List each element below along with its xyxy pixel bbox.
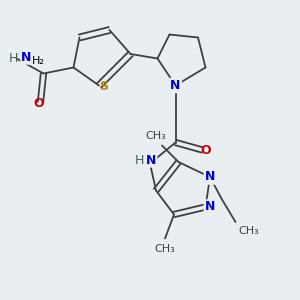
Text: CH₃: CH₃	[146, 131, 167, 141]
Text: H₂: H₂	[32, 56, 44, 67]
Text: H: H	[135, 154, 144, 167]
Text: H: H	[9, 52, 18, 65]
Text: N: N	[170, 79, 181, 92]
Text: N: N	[146, 154, 157, 167]
Text: CH₃: CH₃	[154, 244, 176, 254]
Text: N: N	[21, 51, 31, 64]
Text: CH₃: CH₃	[238, 226, 259, 236]
Text: N: N	[205, 200, 215, 214]
Text: N: N	[205, 170, 215, 184]
Text: S: S	[99, 80, 108, 94]
Text: O: O	[34, 97, 44, 110]
Text: O: O	[200, 143, 211, 157]
